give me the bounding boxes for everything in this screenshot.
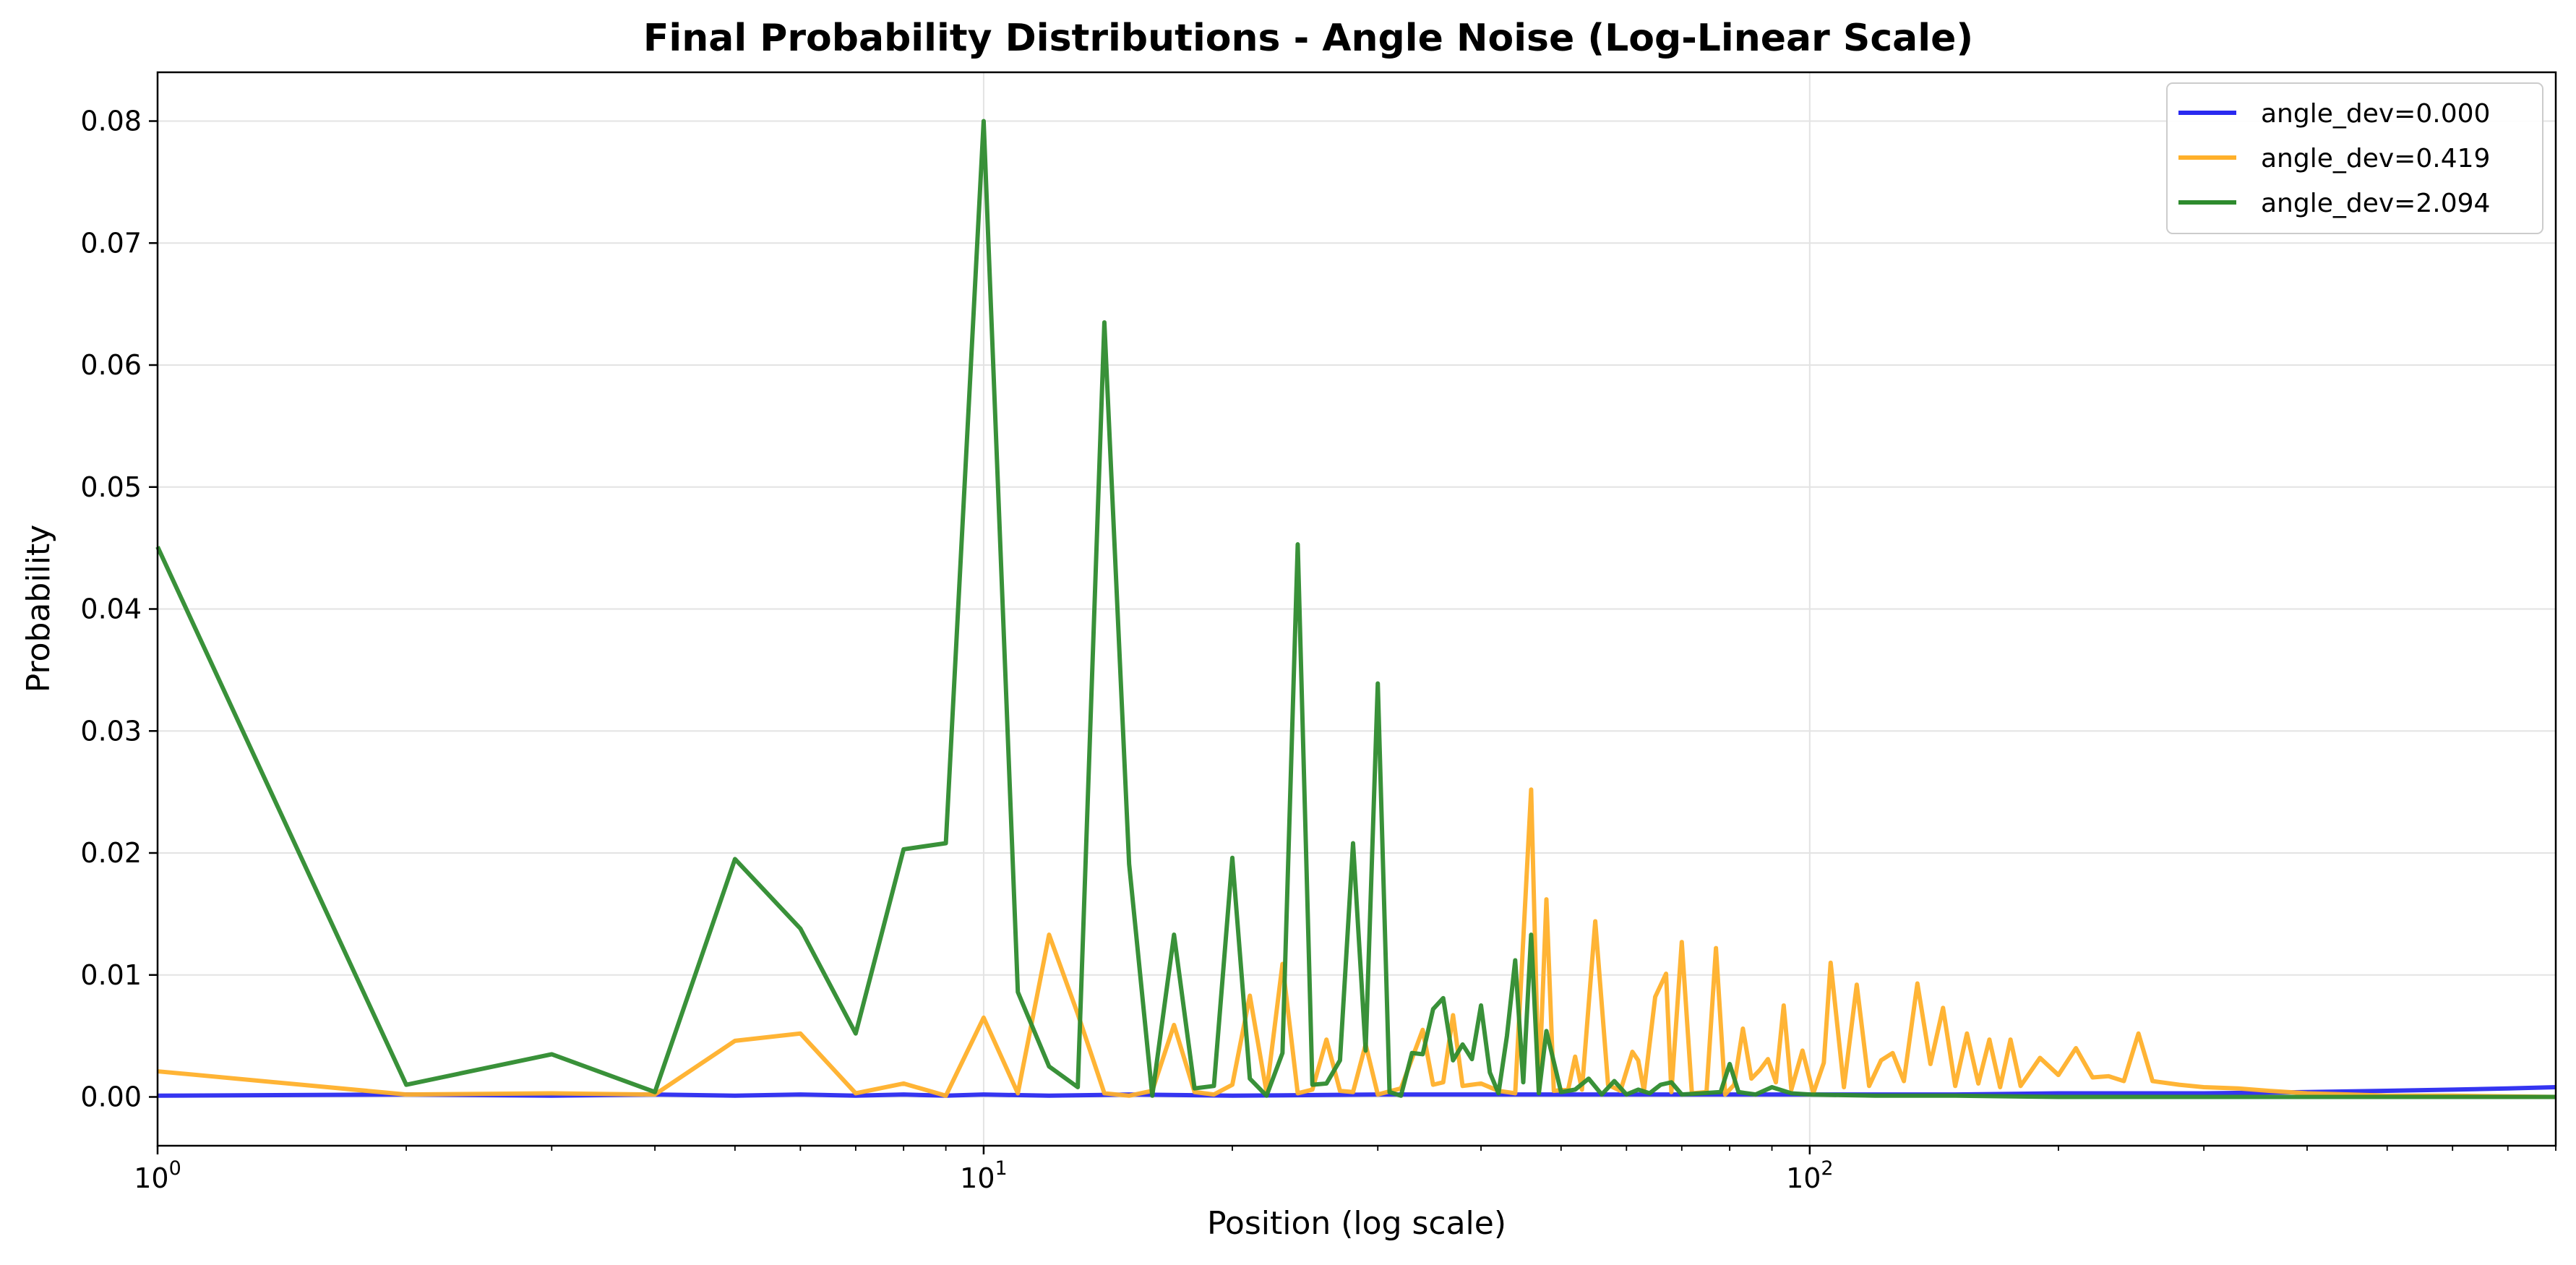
y-tick-label: 0.00: [80, 1081, 142, 1113]
y-tick-label: 0.08: [80, 106, 142, 137]
series-line-2: [155, 119, 2556, 1099]
x-tick-label: 101: [960, 1157, 1008, 1194]
y-tick-label: 0.06: [80, 349, 142, 381]
legend: angle_dev=0.000 angle_dev=0.419 angle_dev=…: [2166, 82, 2543, 234]
legend-label-1: angle_dev=0.419: [2261, 144, 2490, 173]
y-tick-label: 0.04: [80, 593, 142, 625]
y-tick-label: 0.01: [80, 959, 142, 991]
y-tick-label: 0.05: [80, 471, 142, 503]
series-line-1: [157, 787, 2556, 1099]
series-lines: [155, 119, 2556, 1099]
y-tick-label: 0.02: [80, 837, 142, 869]
y-tick-label: 0.03: [80, 715, 142, 747]
chart-title: Final Probability Distributions - Angle …: [643, 17, 1973, 60]
y-axis-label: Probability: [20, 525, 57, 693]
axis-ticks: 0.00 0.01 0.02 0.03 0.04 0.05 0.06 0.07 0.08 100 1…: [80, 106, 2556, 1194]
y-tick-label: 0.07: [80, 227, 142, 259]
legend-label-2: angle_dev=2.094: [2261, 189, 2490, 218]
x-axis-label: Position (log scale): [1207, 1205, 1506, 1242]
x-tick-label: 102: [1786, 1157, 1834, 1194]
legend-label-0: angle_dev=0.000: [2261, 99, 2490, 129]
x-tick-label: 100: [134, 1157, 181, 1194]
legend-box: [2166, 82, 2543, 234]
